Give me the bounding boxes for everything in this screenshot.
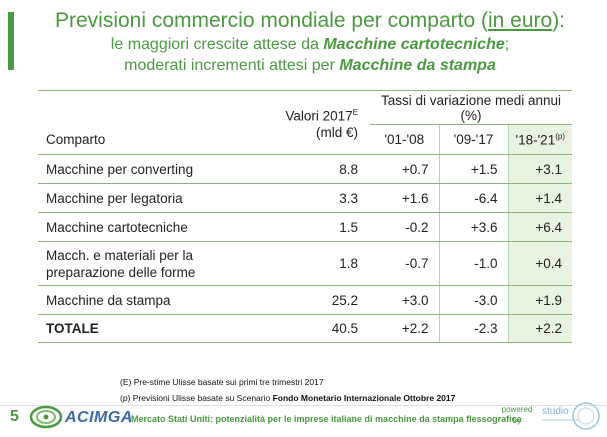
row-rate-3: +3.1 — [507, 154, 573, 184]
subtitle-2-prefix: moderati incrementi attesi per — [124, 57, 340, 74]
footer-divider — [0, 405, 607, 406]
subtitle-1-suffix: ; — [504, 36, 510, 53]
row-rate-2: -6.4 — [438, 183, 508, 213]
header-tassi: Tassi di variazione medi annui (%) — [370, 90, 573, 125]
row-name-line1: Macch. e materiali per la — [46, 247, 194, 263]
studio-logo-icon: studio — [542, 402, 600, 430]
note-forecasts-prefix: (p) Previsioni Ulisse basate su Scenario — [120, 393, 273, 403]
subtitle-line-2: moderati incrementi attesi per Macchine … — [20, 55, 600, 76]
table-row: Macch. e materiali per la preparazione de… — [38, 241, 573, 286]
title-accent-bar — [8, 12, 14, 70]
table-header-row-periods: '01-'08 '09-'17 '18-'21(p) — [38, 124, 573, 155]
footer-caption: Mercato Stati Uniti: potenzialità per le… — [131, 414, 522, 424]
row-name: Macchine cartotecniche — [38, 212, 248, 242]
header-tassi-unit: (%) — [460, 107, 482, 123]
header-period-3: '18-'21(p) — [507, 124, 573, 155]
acimga-logo-icon — [29, 405, 63, 429]
title-underlined: in euro — [487, 9, 553, 32]
header-period-3-sup: (p) — [555, 131, 565, 141]
total-rate-1: +2.2 — [370, 314, 439, 343]
row-rate-2: +3.6 — [438, 212, 508, 242]
powered-by: powered by — [497, 404, 537, 426]
row-name-line2: preparazione delle forme — [46, 264, 196, 280]
note-forecasts-bold: Fondo Monetario Internazionale Ottobre 2… — [272, 393, 456, 403]
row-rate-3: +6.4 — [507, 212, 573, 242]
acimga-logo-text: ACIMGA — [65, 409, 133, 426]
table-row: Macchine per converting 8.8 +0.7 +1.5 +3… — [38, 154, 573, 184]
note-forecasts: (p) Previsioni Ulisse basate su Scenario… — [120, 393, 455, 403]
row-rate-2: -3.0 — [438, 285, 508, 315]
row-name: Macchine per legatoria — [38, 183, 248, 213]
row-name: Macchine per converting — [38, 154, 248, 184]
subtitle-1-prefix: le maggiori crescite attese da — [110, 36, 324, 53]
powered-line1: powered — [501, 405, 533, 414]
total-rate-3: +2.2 — [507, 314, 573, 343]
row-rate-2: +1.5 — [438, 154, 508, 184]
header-period-3-label: '18-'21 — [515, 132, 556, 148]
page-title: Previsioni commercio mondiale per compar… — [20, 8, 600, 34]
table-header-row-top: Comparto Valori 2017E (mld €) Tassi di va… — [38, 90, 573, 155]
row-value: 3.3 — [248, 183, 370, 213]
studio-logo-text: studio — [542, 406, 569, 417]
table-row: Macchine per legatoria 3.3 +1.6 -6.4 +1.… — [38, 183, 573, 213]
row-rate-1: -0.2 — [370, 212, 439, 242]
row-rate-3: +1.4 — [507, 183, 573, 213]
table-total-row: TOTALE 40.5 +2.2 -2.3 +2.2 — [38, 314, 573, 343]
row-value: 1.5 — [248, 212, 370, 242]
header-period-2: '09-'17 — [438, 124, 508, 155]
page-number: 5 — [10, 408, 19, 425]
row-rate-1: -0.7 — [370, 241, 439, 286]
row-rate-1: +3.0 — [370, 285, 439, 315]
row-rate-3: +1.9 — [507, 285, 573, 315]
row-rate-3: +0.4 — [507, 241, 573, 286]
subtitle-2-bold: Macchine da stampa — [339, 57, 496, 74]
header-valori-line1: Valori 2017 — [285, 108, 353, 124]
row-rate-2: -1.0 — [438, 241, 508, 286]
forecast-table: Comparto Valori 2017E (mld €) Tassi di va… — [38, 90, 573, 343]
header-period-1: '01-'08 — [370, 124, 439, 155]
total-value: 40.5 — [248, 314, 370, 343]
title-block: Previsioni commercio mondiale per compar… — [20, 8, 600, 76]
total-rate-2: -2.3 — [438, 314, 508, 343]
table-row: Macchine cartotecniche 1.5 -0.2 +3.6 +6.… — [38, 212, 573, 242]
row-name: Macch. e materiali per la preparazione de… — [38, 241, 248, 286]
row-value: 25.2 — [248, 285, 370, 315]
header-valori-sup: E — [352, 107, 358, 117]
row-rate-1: +1.6 — [370, 183, 439, 213]
row-name: Macchine da stampa — [38, 285, 248, 315]
title-prefix: Previsioni commercio mondiale per compar… — [54, 9, 488, 32]
header-valori: Valori 2017E (mld €) — [248, 90, 370, 155]
header-comparto: Comparto — [38, 90, 248, 155]
row-value: 8.8 — [248, 154, 370, 184]
row-rate-1: +0.7 — [370, 154, 439, 184]
title-suffix: ): — [552, 9, 566, 32]
row-value: 1.8 — [248, 241, 370, 286]
subtitle-line-1: le maggiori crescite attese da Macchine … — [20, 34, 600, 55]
note-estimates: (E) Pre-stime Ulisse basate sui primi tr… — [120, 377, 324, 387]
powered-line2: by — [512, 416, 522, 425]
table-row: Macchine da stampa 25.2 +3.0 -3.0 +1.9 — [38, 285, 573, 315]
header-tassi-label: Tassi di variazione medi annui — [380, 92, 562, 108]
subtitle-1-bold: Macchine cartotecniche — [323, 36, 505, 53]
header-valori-line2: (mld €) — [315, 125, 358, 141]
total-name: TOTALE — [38, 314, 248, 343]
